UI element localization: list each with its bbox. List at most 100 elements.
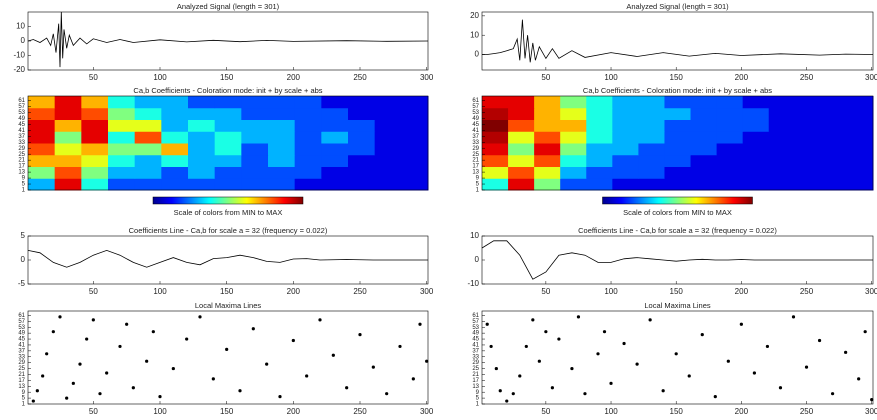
y-tick-label: 29 [18, 360, 25, 366]
heatmap-cell [134, 107, 162, 120]
maxima-point [105, 371, 109, 375]
heatmap-cell [268, 119, 296, 132]
y-tick-label: 41 [18, 343, 25, 349]
maxima-point [265, 362, 269, 366]
heatmap-cell [214, 107, 242, 120]
heatmap-cell [268, 178, 296, 191]
heatmap-cell [716, 131, 744, 144]
y-tick-label: 29 [472, 360, 479, 366]
maxima-point [700, 333, 704, 337]
heatmap-cell [560, 96, 587, 109]
heatmap-cell [81, 166, 109, 179]
maxima-point [65, 396, 69, 400]
heatmap-cell [768, 119, 796, 132]
heatmap-cell [638, 166, 665, 179]
y-tick-label: 17 [18, 378, 25, 384]
y-tick-label: 37 [472, 134, 479, 140]
heatmap-cell [214, 143, 242, 156]
heatmap-cell [482, 107, 509, 120]
heatmap-cell [742, 131, 770, 144]
heatmap-cell [161, 166, 189, 179]
heatmap-cell [294, 96, 322, 109]
x-tick-label: 200 [287, 73, 301, 82]
heatmap-cell [401, 166, 429, 179]
heatmap-cell [374, 119, 402, 132]
y-tick-label: 61 [18, 313, 25, 319]
heatmap-cell [81, 96, 109, 109]
heatmap-cell [742, 143, 770, 156]
heatmap-cell [508, 119, 535, 132]
y-tick-label: 37 [18, 134, 25, 140]
heatmap-cell [794, 154, 822, 167]
y-tick-label: 49 [472, 116, 479, 122]
y-tick-label: 0 [475, 255, 480, 264]
heatmap-cell [716, 96, 744, 109]
heatmap-cell [188, 143, 216, 156]
x-tick-label: 300 [865, 407, 877, 416]
y-tick-label: 61 [472, 313, 479, 319]
maxima-point [511, 392, 515, 396]
heatmap-cell [374, 131, 402, 144]
maxima-point [550, 386, 554, 390]
maxima-point [791, 315, 796, 319]
heatmap-cell [482, 143, 509, 156]
heatmap-cell [560, 143, 587, 156]
heatmap-cell [401, 178, 429, 191]
maxima-point [225, 347, 229, 351]
heatmap-cell [846, 119, 874, 132]
heatmap-cell [534, 178, 561, 191]
heatmap-cell [846, 131, 874, 144]
heatmap-cell [401, 119, 429, 132]
heatmap-cell [134, 131, 162, 144]
x-tick-label: 300 [420, 407, 434, 416]
heatmap-cell [241, 131, 269, 144]
heatmap-cell [768, 96, 796, 109]
heatmap-cell [846, 166, 874, 179]
maxima-point [185, 337, 189, 341]
heatmap-cell [214, 131, 242, 144]
y-tick-label: 49 [472, 331, 479, 337]
heatmap-cell [612, 107, 639, 120]
heatmap-cell [716, 178, 744, 191]
maxima-point [648, 318, 652, 322]
heatmap-cell [241, 166, 269, 179]
y-tick-label: 9 [22, 176, 26, 182]
maxima-point [425, 359, 429, 363]
heatmap-cell [348, 107, 376, 120]
y-tick-label: 13 [18, 384, 25, 390]
x-tick-label: 150 [670, 73, 684, 82]
colorbar [152, 196, 304, 205]
maxima-point [131, 386, 135, 390]
heatmap-cell [81, 107, 109, 120]
y-tick-label: 29 [18, 146, 25, 152]
x-tick-label: 300 [420, 73, 434, 82]
y-tick-label: 13 [472, 384, 479, 390]
x-tick-label: 300 [865, 73, 877, 82]
maxima-point [622, 341, 626, 346]
maxima-point [505, 399, 509, 403]
heatmap-cell [374, 107, 402, 120]
y-tick-label: 41 [472, 343, 479, 349]
heatmap-cell [54, 96, 82, 109]
plot-title: Local Maxima Lines [195, 301, 262, 310]
x-tick-label: 50 [89, 287, 98, 296]
maxima-point [171, 366, 175, 371]
heatmap-cell [188, 166, 216, 179]
colorbar [602, 196, 753, 205]
heatmap-cell [612, 131, 639, 144]
heatmap-cell [508, 143, 535, 156]
y-tick-label: 21 [18, 372, 25, 378]
heatmap-cell [586, 96, 613, 109]
x-tick-label: 100 [604, 407, 618, 416]
heatmap-cell [586, 107, 613, 120]
heatmap-cell [638, 131, 665, 144]
heatmap-cell [794, 107, 822, 120]
y-tick-label: 21 [472, 158, 479, 164]
y-tick-label: 45 [472, 122, 479, 128]
heatmap-cell [690, 154, 718, 167]
heatmap-cell [560, 107, 587, 120]
plot-title: Ca,b Coefficients - Coloration mode: ini… [133, 86, 322, 95]
y-tick-label: 17 [472, 378, 479, 384]
maxima-point [305, 374, 309, 378]
y-tick-label: 45 [18, 337, 25, 343]
